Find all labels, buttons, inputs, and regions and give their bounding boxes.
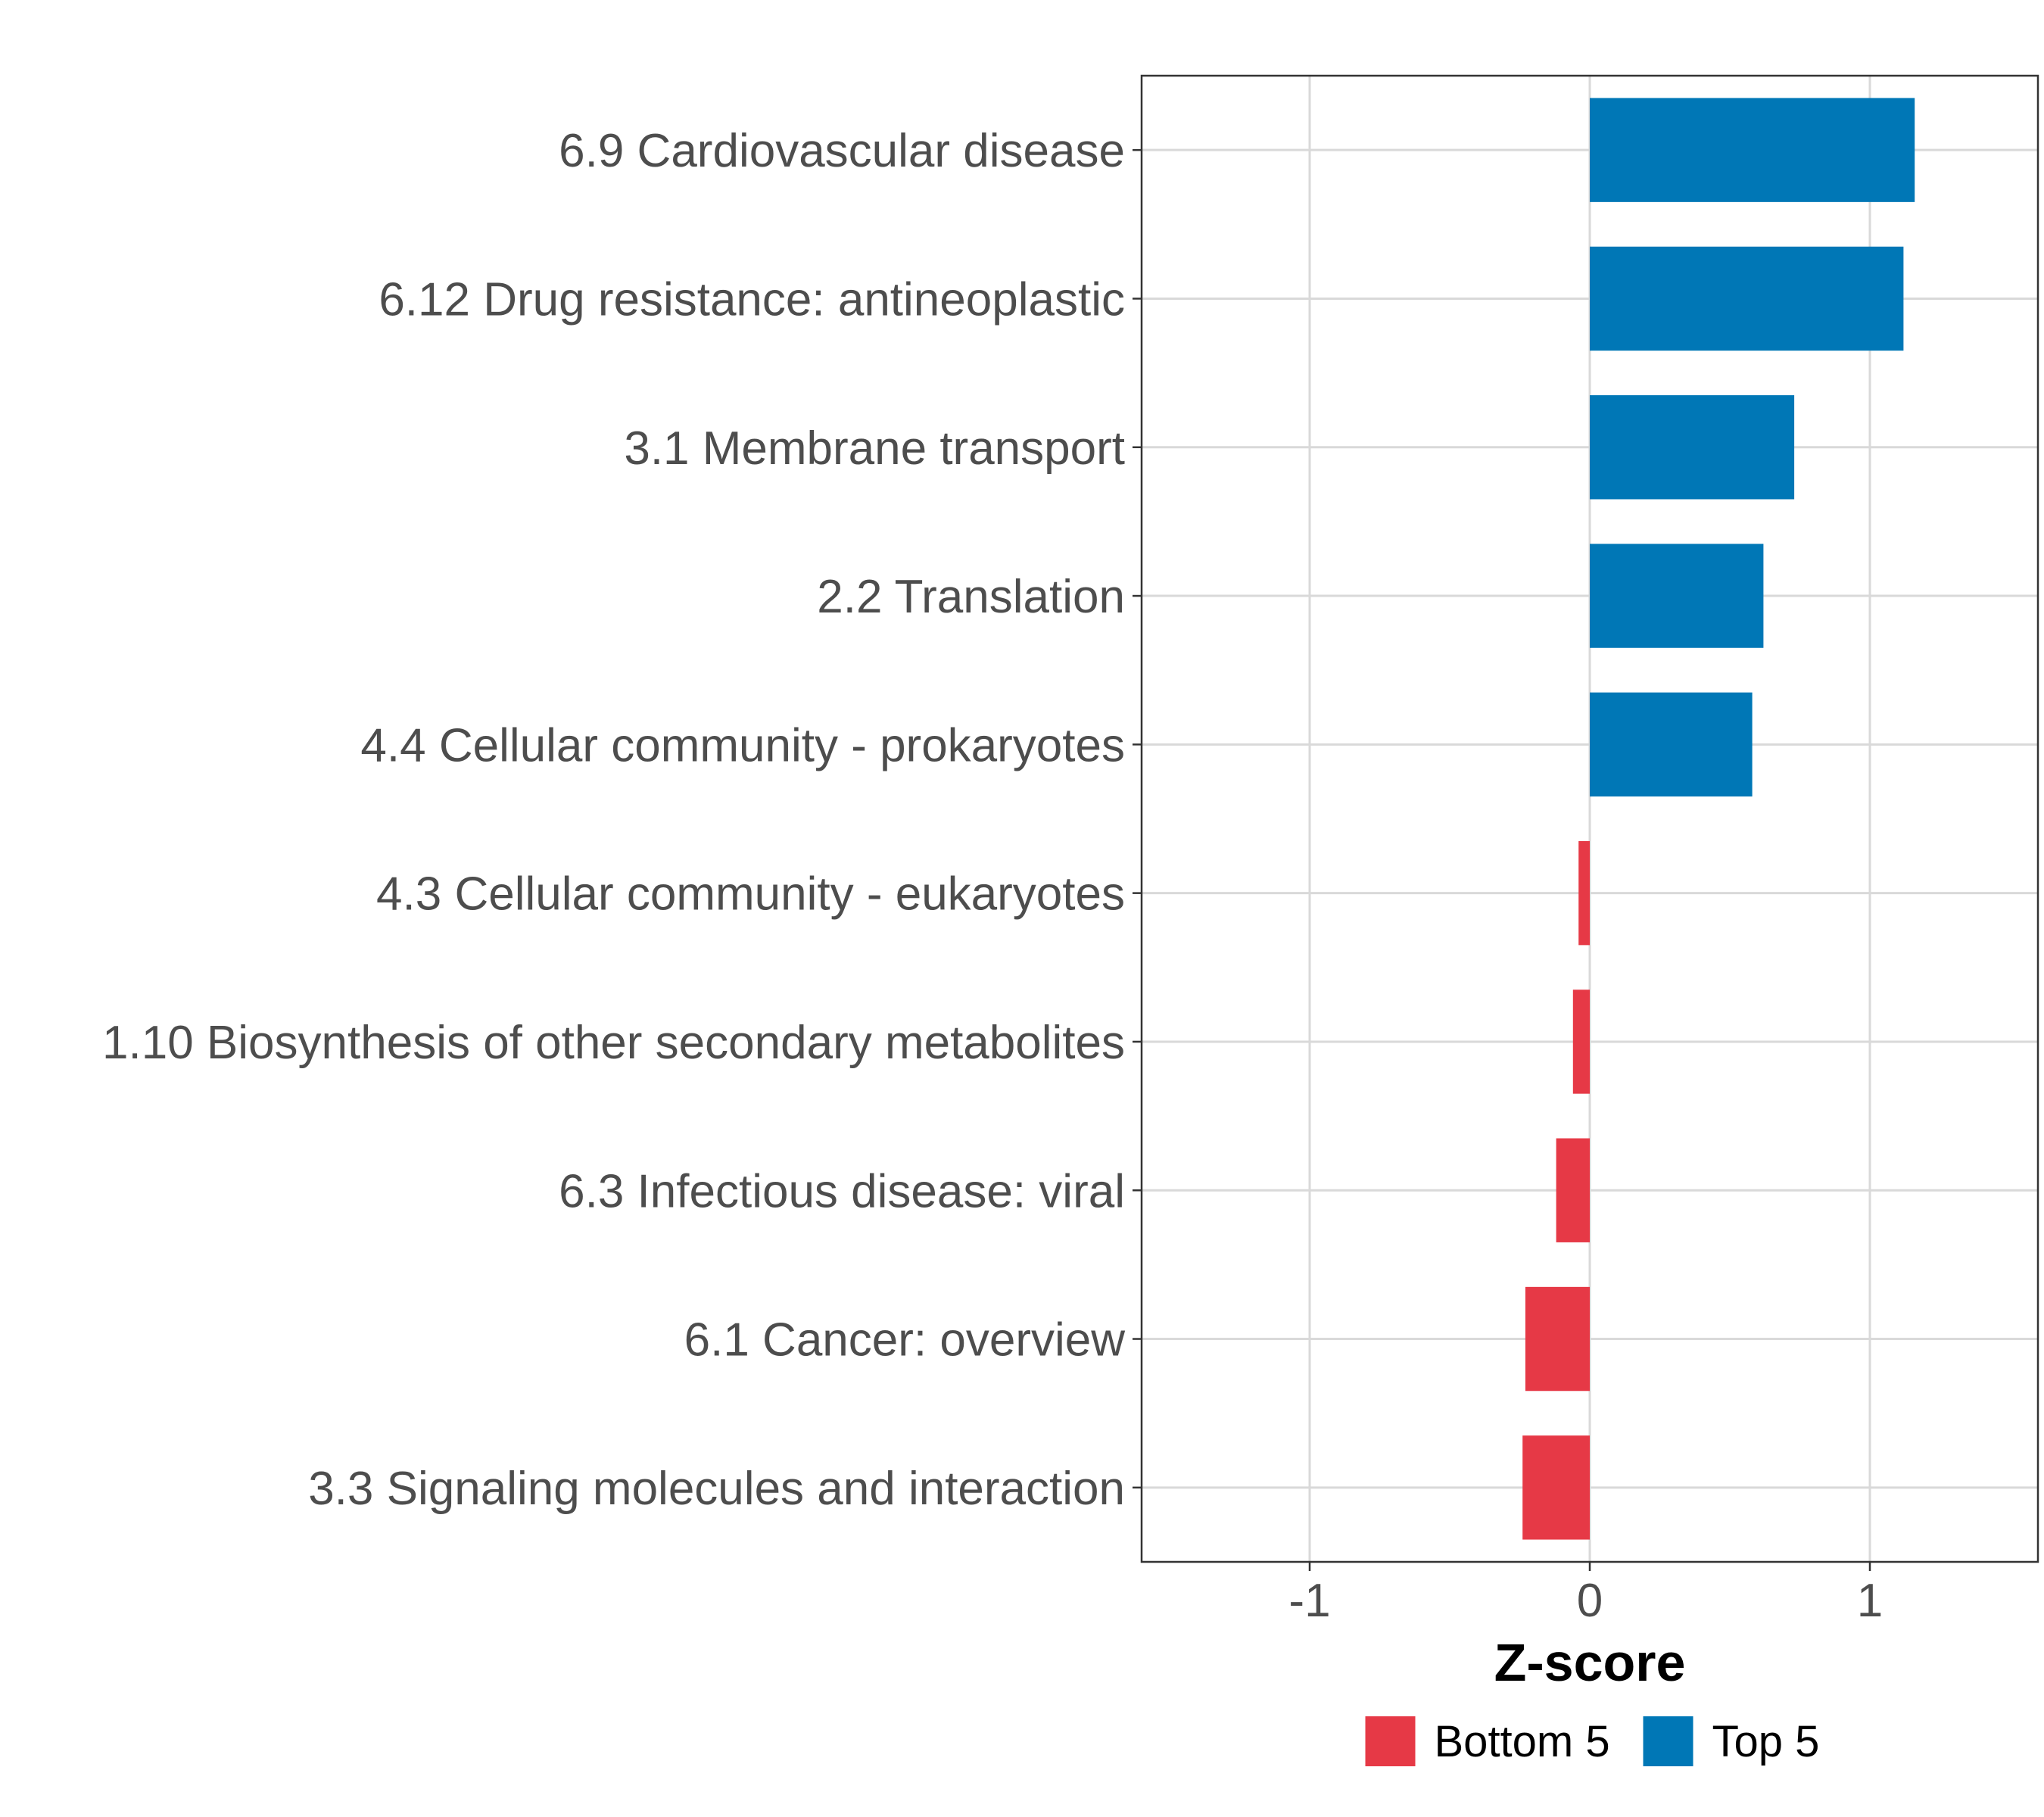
y-axis: 6.9 Cardiovascular disease 6.12 Drug resi… (102, 125, 1142, 1515)
y-tick-label: 3.1 Membrane transport (624, 422, 1125, 475)
legend-label: Top 5 (1712, 1717, 1820, 1766)
y-tick-label: 4.3 Cellular community - eukaryotes (376, 868, 1125, 921)
x-axis: -1 0 1 (1288, 1562, 1883, 1627)
bar (1522, 1435, 1590, 1540)
bar (1578, 840, 1590, 946)
x-tick-label: 0 (1577, 1575, 1603, 1627)
bar (1590, 544, 1764, 648)
bar (1556, 1138, 1590, 1242)
x-tick-label: 1 (1857, 1575, 1883, 1627)
legend-swatch (1365, 1716, 1416, 1766)
y-tick-label: 2.2 Translation (817, 571, 1125, 623)
legend-label: Bottom 5 (1435, 1717, 1610, 1766)
x-tick-label: -1 (1288, 1575, 1330, 1627)
y-tick-label: 6.1 Cancer: overview (684, 1314, 1126, 1367)
y-tick-label: 6.9 Cardiovascular disease (559, 125, 1125, 177)
bar (1590, 98, 1915, 202)
legend-swatch (1643, 1716, 1693, 1766)
bar (1590, 246, 1904, 351)
y-tick-label: 4.4 Cellular community - prokaryotes (360, 719, 1125, 771)
bar (1590, 692, 1753, 797)
y-tick-label: 6.12 Drug resistance: antineoplastic (379, 273, 1125, 326)
legend: Bottom 5 Top 5 (1365, 1716, 1820, 1766)
x-axis-title: Z-score (1494, 1633, 1686, 1692)
y-tick-label: 6.3 Infectious disease: viral (559, 1165, 1125, 1217)
y-tick-label: 3.3 Signaling molecules and interaction (308, 1463, 1125, 1515)
bars (1522, 98, 1915, 1540)
bar (1525, 1286, 1590, 1392)
bar (1590, 395, 1795, 500)
bar (1572, 990, 1590, 1094)
y-tick-label: 1.10 Biosynthesis of other secondary met… (102, 1017, 1125, 1069)
